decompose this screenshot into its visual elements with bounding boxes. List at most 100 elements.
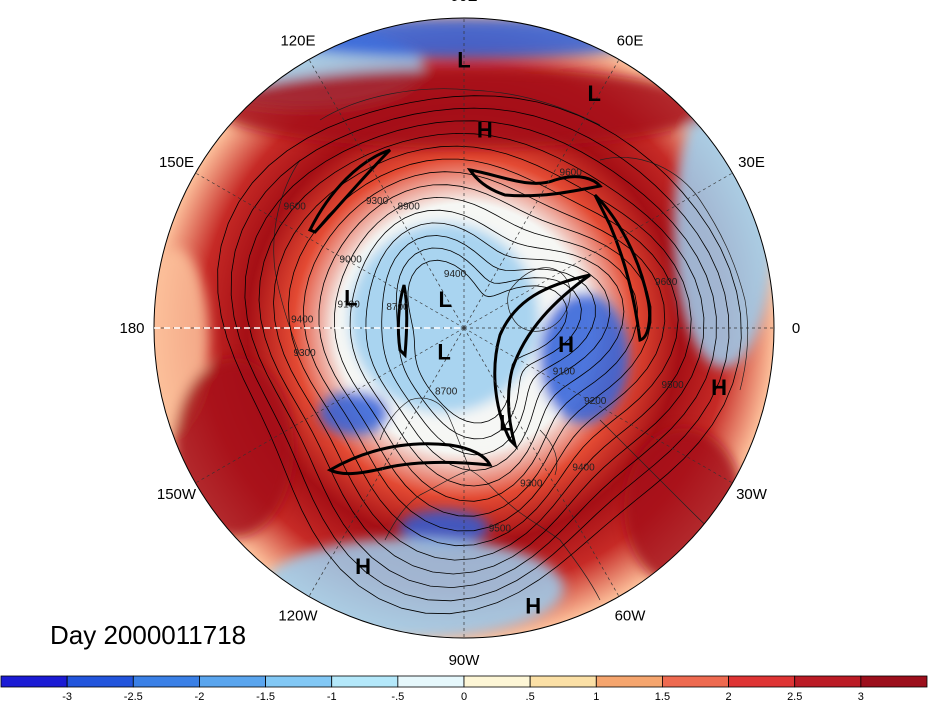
- height-contours: [217, 95, 742, 615]
- longitude-label: 150E: [159, 154, 194, 171]
- contour-label: 9200: [584, 396, 607, 407]
- low-pressure-label: L: [439, 287, 452, 312]
- meridian-line: [308, 327, 465, 597]
- colorbar-box: [199, 675, 266, 688]
- pressure-centers: L L H H H H H L L L L: [344, 47, 727, 618]
- contour-label: 9600: [560, 168, 583, 179]
- high-pressure-label: H: [558, 332, 574, 357]
- longitude-label: 90W: [449, 652, 481, 669]
- height-contour: [217, 95, 742, 615]
- meridian-line: [195, 327, 465, 484]
- colorbar-box: [331, 675, 399, 688]
- longitude-label: 30W: [736, 486, 768, 503]
- contour-label: 9400: [572, 462, 595, 473]
- height-contour: [333, 196, 639, 502]
- meridian-line: [463, 172, 733, 329]
- height-contour: [365, 222, 611, 471]
- meridian-line: [463, 327, 620, 597]
- longitude-label: 60W: [615, 608, 647, 625]
- low-pressure-label: L: [588, 81, 601, 106]
- colorbar-box: [595, 675, 663, 688]
- longitude-labels: 90E 60E 30E 0 30W 60W 90W 120W 150W 180 150E 120E: [119, 0, 800, 669]
- high-pressure-label: H: [711, 375, 727, 400]
- longitude-label: 60E: [617, 32, 644, 49]
- plot-title: Day 2000011718: [50, 620, 247, 650]
- contour-label: 9500: [489, 524, 512, 535]
- contour-label: 9600: [655, 277, 678, 288]
- longitude-label: 30E: [738, 154, 765, 171]
- anomaly-blob: [624, 428, 744, 588]
- contour-label: 9000: [340, 255, 363, 266]
- height-contour: [349, 209, 625, 487]
- colorbar-label: -3: [62, 691, 72, 702]
- height-contour: [273, 145, 692, 561]
- low-pressure-label: L: [344, 286, 357, 311]
- colorbar-box: [66, 675, 134, 688]
- colorbar-label: 0: [461, 691, 467, 702]
- polar-map: 90E 60E 30E 0 30W 60W 90W 120W 150W 180 150E 120E 9…: [119, 0, 800, 669]
- colorbar-label: 2.5: [787, 691, 802, 702]
- longitude-label: 120E: [280, 32, 315, 49]
- contour-label: 8700: [435, 387, 458, 398]
- contour-label: 9600: [284, 201, 307, 212]
- anomaly-blob: [214, 68, 714, 148]
- contour-label: 9100: [553, 367, 576, 378]
- longitude-label: 180: [119, 320, 144, 337]
- contour-label: 9500: [661, 380, 684, 391]
- colorbar-box: [529, 675, 597, 688]
- contour-label: 8900: [398, 201, 421, 212]
- high-pressure-label: H: [525, 593, 541, 618]
- longitude-label: 0: [792, 320, 800, 337]
- contour-label: 9100: [338, 300, 361, 311]
- colorbar-label: -1: [327, 691, 337, 702]
- meridian-line: [308, 59, 465, 329]
- longitude-label: 150W: [157, 486, 197, 503]
- contour-label: 9300: [520, 479, 543, 490]
- high-pressure-label: H: [355, 554, 371, 579]
- contour-label: 9400: [291, 314, 314, 325]
- colorbar-box: [132, 675, 200, 688]
- colorbar-box: [728, 675, 796, 688]
- colorbar-label: 1: [593, 691, 599, 702]
- colorbar-label: -.5: [391, 691, 404, 702]
- height-contour: [318, 184, 652, 517]
- height-contour: [303, 171, 666, 532]
- anomaly-blob: [349, 223, 539, 413]
- colorbar-box: [463, 675, 531, 688]
- colorbar-box: [265, 675, 333, 688]
- colorbar-label: .5: [526, 691, 535, 702]
- colorbar-box: [662, 675, 729, 688]
- high-pressure-label: H: [477, 117, 493, 142]
- height-contour: [244, 120, 717, 589]
- low-pressure-label: L: [499, 410, 512, 435]
- colorbar-box: [794, 675, 862, 688]
- low-pressure-label: L: [457, 47, 470, 72]
- height-contour: [230, 107, 730, 602]
- height-contour: [258, 132, 705, 575]
- anomaly-blob: [174, 358, 294, 538]
- low-pressure-label: L: [437, 340, 450, 365]
- contour-label: 9400: [444, 269, 467, 280]
- colorbar-label: -2: [195, 691, 205, 702]
- colorbar-label: -2.5: [124, 691, 143, 702]
- colorbar-label: 1.5: [655, 691, 670, 702]
- meridian-line: [463, 327, 733, 484]
- colorbar: -3 -2.5 -2 -1.5 -1 -.5 0 .5 1 1.5 2 2.5 3: [0, 675, 928, 702]
- colorbar-label: 3: [858, 691, 864, 702]
- colorbar-box: [0, 675, 68, 688]
- contour-label: 8700: [386, 302, 409, 313]
- longitude-label: 90E: [451, 0, 478, 5]
- meridian-line: [463, 59, 620, 329]
- colorbar-label: 2: [726, 691, 732, 702]
- contour-label: 9300: [366, 196, 389, 207]
- contour-label: 9300: [293, 348, 316, 359]
- height-contour: [381, 235, 596, 456]
- meridian-line: [195, 172, 465, 329]
- anomaly-blob: [674, 88, 774, 368]
- colorbar-box: [397, 675, 465, 688]
- longitude-label: 120W: [278, 608, 318, 625]
- colorbar-box: [860, 675, 928, 688]
- colorbar-label: -1.5: [256, 691, 275, 702]
- contour-labels: 9600 9300 8900 9600 9000 9400 9100 8700 9300 8700…: [284, 168, 685, 535]
- jet-streams: [307, 148, 652, 476]
